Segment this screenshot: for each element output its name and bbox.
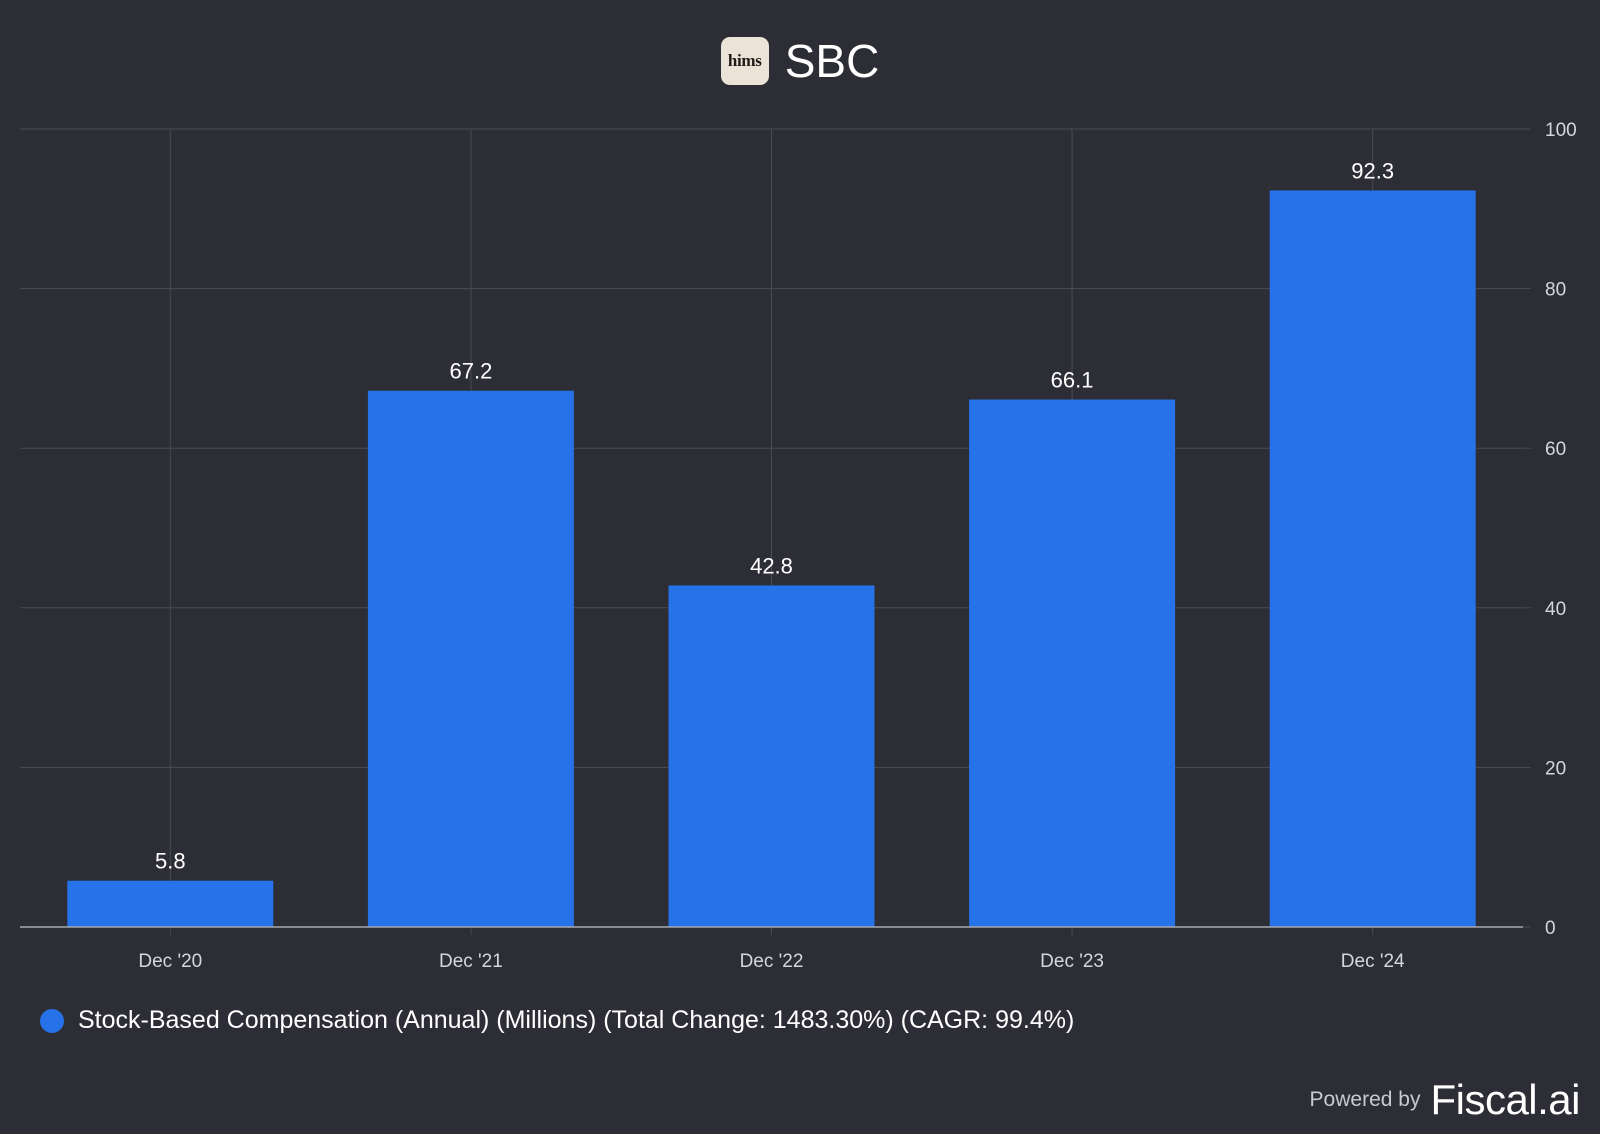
value-labels: 5.8 67.2 42.8 66.1 92.3 xyxy=(155,158,1394,873)
bar-value-label: 92.3 xyxy=(1351,158,1394,183)
company-logo: hims xyxy=(720,37,769,85)
brand-logo-text: Fiscal.ai xyxy=(1430,1076,1580,1123)
bar-value-label: 42.8 xyxy=(750,553,793,578)
x-tick-label: Dec '22 xyxy=(740,951,804,972)
bar xyxy=(67,880,274,927)
x-tick-label: Dec '23 xyxy=(1040,951,1104,972)
y-tick-label: 0 xyxy=(1545,918,1556,939)
powered-by-text: Powered by xyxy=(1309,1088,1421,1111)
chart-header: hims SBC xyxy=(0,34,1600,88)
bar xyxy=(969,399,1176,928)
axes: 0 20 40 60 80 100 Dec '20 Dec '21 Dec '22 Dec '23… xyxy=(20,120,1577,972)
x-tick-label: Dec '24 xyxy=(1341,951,1405,972)
bar-value-label: 66.1 xyxy=(1051,368,1094,393)
bar-value-label: 5.8 xyxy=(155,849,186,874)
bar xyxy=(668,585,875,927)
y-tick-label: 20 xyxy=(1545,758,1566,779)
y-tick-label: 40 xyxy=(1545,599,1566,620)
footer-branding: Powered by Fiscal.ai xyxy=(1309,1076,1581,1124)
x-tick-label: Dec '20 xyxy=(138,951,202,972)
bars xyxy=(67,190,1476,928)
legend-swatch xyxy=(40,1008,64,1033)
chart-title: SBC xyxy=(784,35,880,87)
legend-label: Stock-Based Compensation (Annual) (Milli… xyxy=(78,1006,1075,1034)
x-tick-label: Dec '21 xyxy=(439,951,503,972)
y-tick-label: 60 xyxy=(1545,439,1566,460)
bar xyxy=(367,390,574,927)
legend[interactable]: Stock-Based Compensation (Annual) (Milli… xyxy=(40,1006,1074,1035)
y-tick-label: 80 xyxy=(1545,280,1566,301)
bar xyxy=(1269,190,1476,928)
bar-chart: 5.8 67.2 42.8 66.1 92.3 0 20 40 60 80 100 Dec '20 D… xyxy=(20,120,1577,972)
y-tick-label: 100 xyxy=(1545,120,1577,141)
bar-value-label: 67.2 xyxy=(449,359,492,384)
